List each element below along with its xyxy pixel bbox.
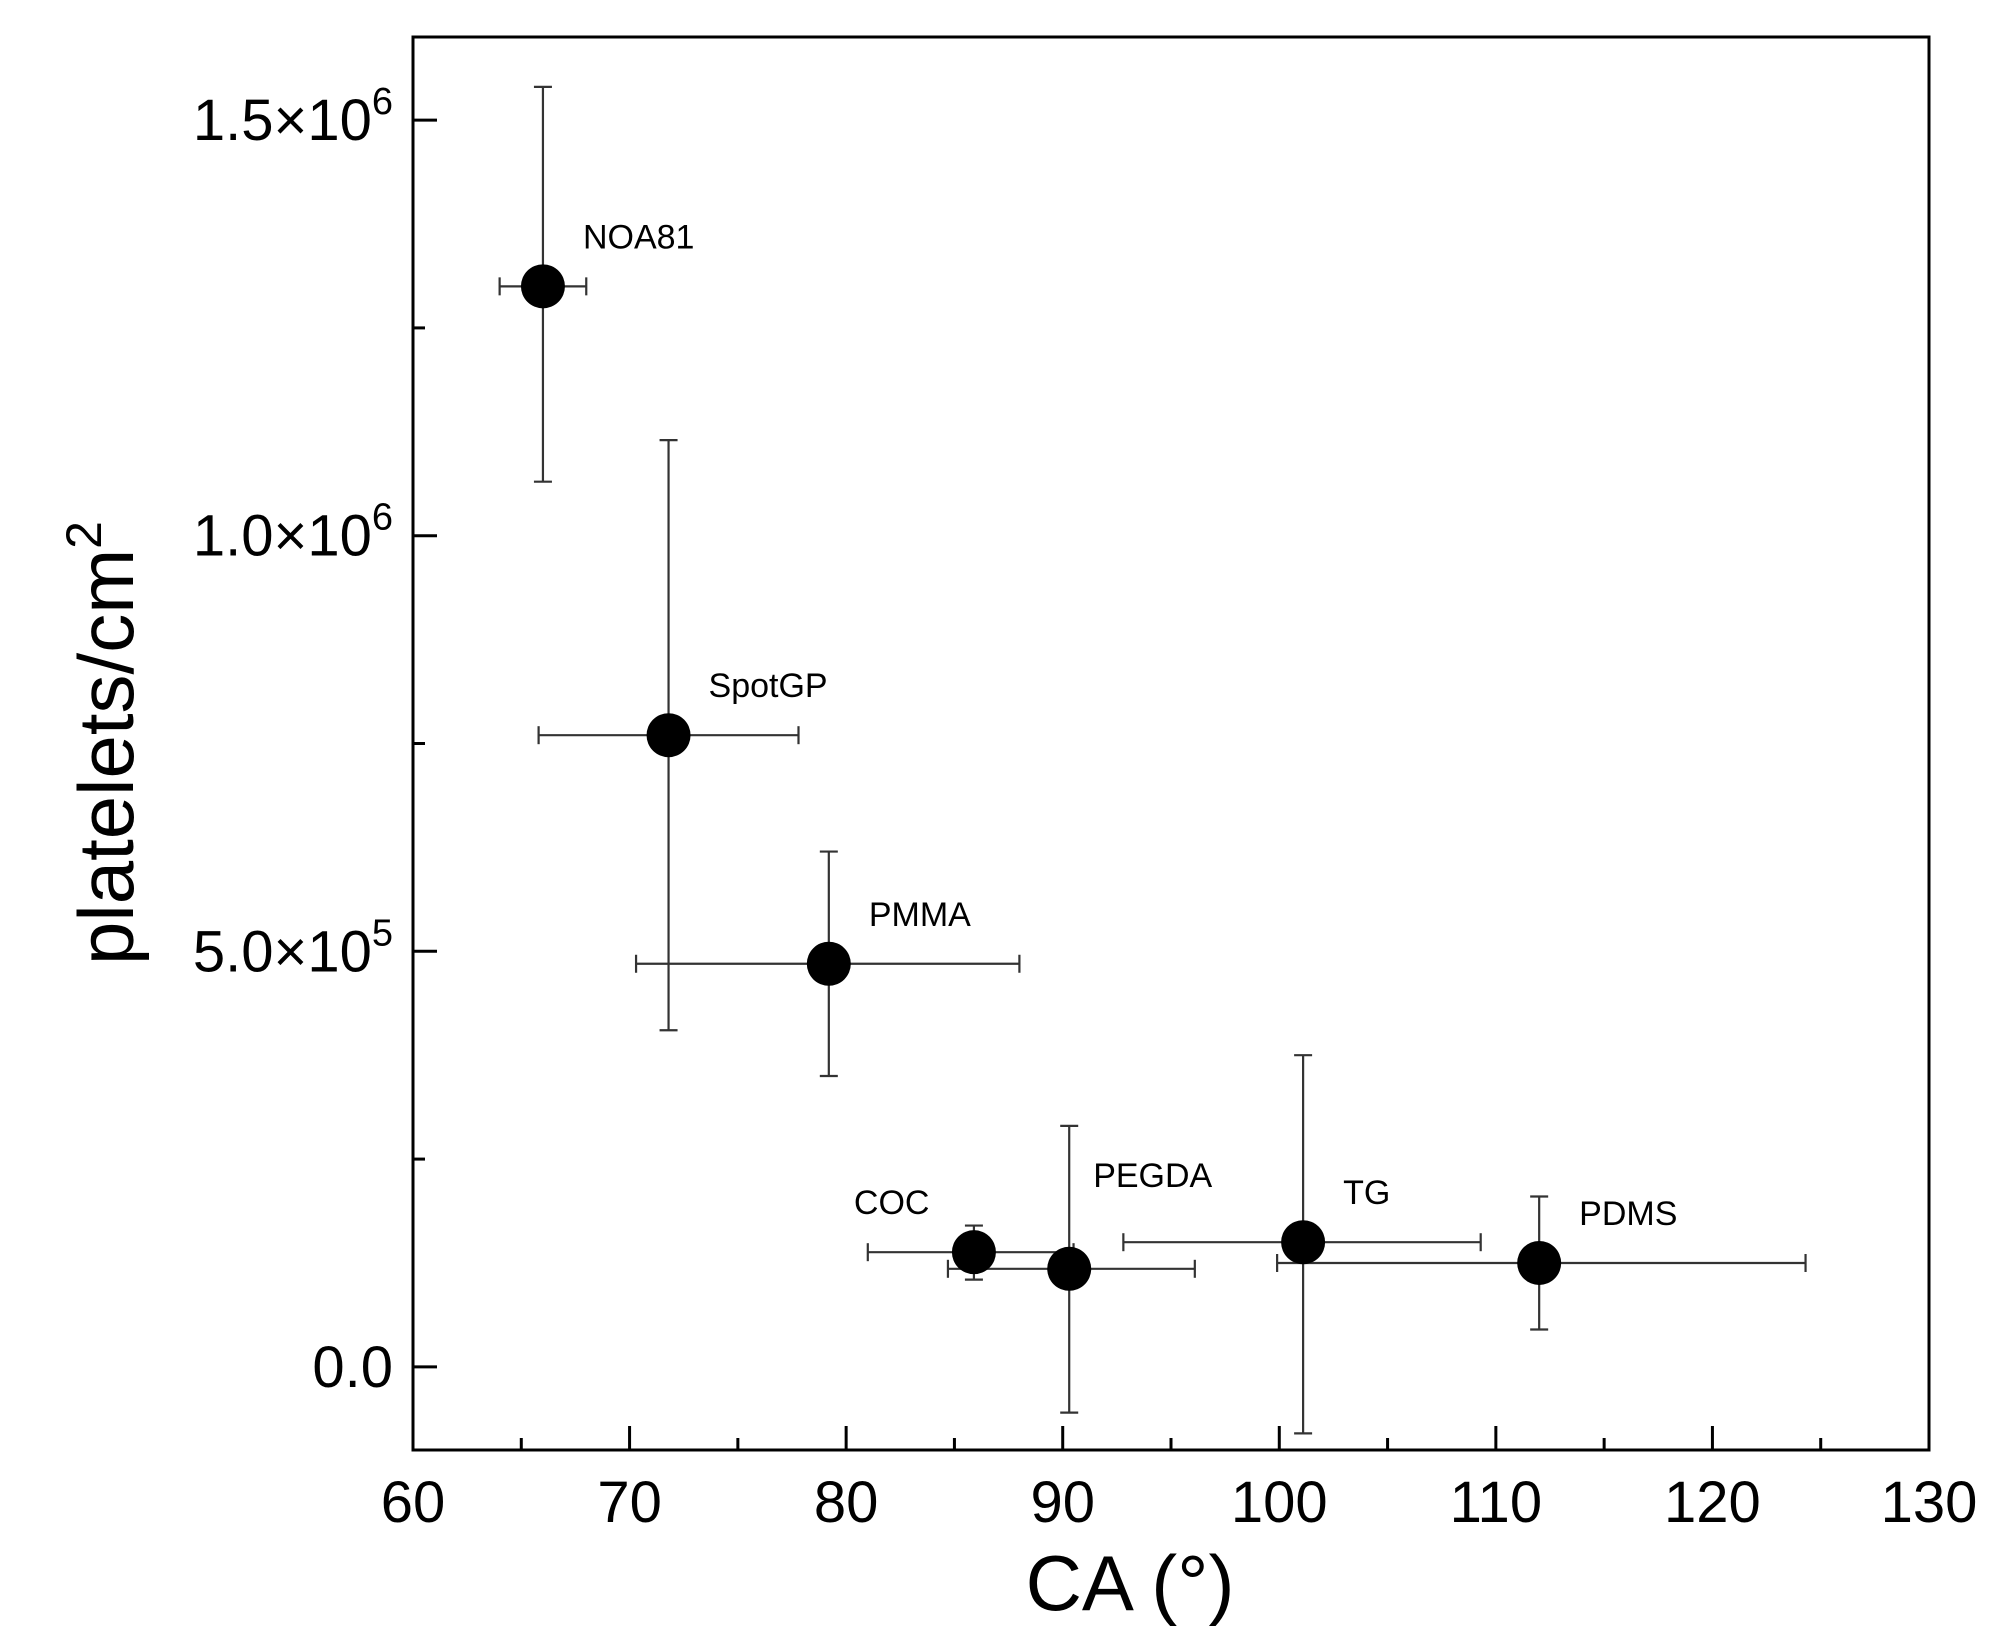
y-tick-label: 0.0 — [312, 1335, 393, 1400]
point-label-pdms: PDMS — [1579, 1195, 1677, 1233]
y-tick-mantissa: 0.0 — [312, 1335, 393, 1400]
y-axis-label-exponent: 2 — [56, 521, 112, 549]
data-point-pegda — [1047, 1246, 1092, 1291]
y-tick-mantissa: 5.0×10 — [193, 919, 372, 984]
x-tick-label: 120 — [1664, 1470, 1761, 1535]
data-point-pdms — [1517, 1240, 1562, 1285]
y-tick-exponent: 5 — [372, 912, 393, 954]
data-point-pmma — [806, 941, 851, 986]
x-tick-label: 100 — [1231, 1470, 1328, 1535]
x-tick-label: 60 — [381, 1470, 446, 1535]
y-tick-label: 1.5×106 — [193, 81, 393, 153]
y-tick-exponent: 6 — [372, 497, 393, 539]
data-point-noa81 — [520, 264, 565, 309]
y-tick-label: 1.0×106 — [193, 497, 393, 569]
y-axis-label-base: platelets/cm — [62, 549, 150, 965]
point-label-noa81: NOA81 — [583, 218, 695, 256]
x-axis-label: CA (°) — [1026, 1539, 1235, 1627]
x-tick-label: 80 — [814, 1470, 879, 1535]
y-tick-label: 5.0×105 — [193, 912, 393, 984]
x-tick-label: 70 — [597, 1470, 662, 1535]
point-label-coc: COC — [854, 1184, 930, 1222]
data-point-spotgp — [646, 713, 691, 758]
point-label-spotgp: SpotGP — [709, 667, 828, 705]
point-label-tg: TG — [1343, 1174, 1390, 1212]
x-axis: 60 70 80 90 100 110 120 130 — [381, 1426, 1978, 1535]
data-point-coc — [951, 1230, 996, 1275]
x-tick-label: 90 — [1030, 1470, 1095, 1535]
y-tick-exponent: 6 — [372, 81, 393, 123]
x-tick-label: 130 — [1881, 1470, 1978, 1535]
y-tick-mantissa: 1.5×10 — [193, 88, 372, 153]
point-label-pmma: PMMA — [869, 896, 971, 934]
x-tick-label: 110 — [1450, 1470, 1542, 1535]
data-points: NOA81 SpotGP PMMA COC PEGDA TG PDMS — [520, 218, 1677, 1291]
data-point-tg — [1281, 1220, 1326, 1265]
point-label-pegda: PEGDA — [1093, 1157, 1212, 1195]
y-tick-mantissa: 1.0×10 — [193, 504, 372, 569]
y-axis-label: platelets/cm2 — [56, 521, 150, 965]
